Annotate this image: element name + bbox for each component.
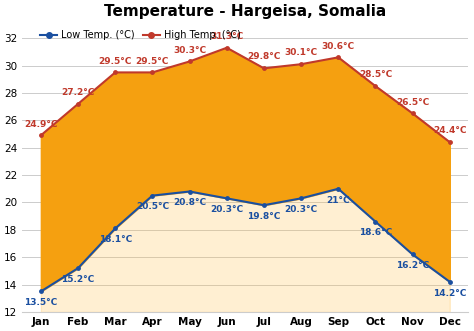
Text: 24.4°C: 24.4°C [433,126,466,135]
Text: 29.5°C: 29.5°C [136,57,169,66]
Text: 20.5°C: 20.5°C [136,203,169,212]
Legend: Low Temp. (°C), High Temp. (°C): Low Temp. (°C), High Temp. (°C) [36,26,245,44]
Text: 31.3°C: 31.3°C [210,32,243,41]
Text: 30.3°C: 30.3°C [173,46,206,55]
Text: 20.3°C: 20.3°C [284,205,318,214]
Text: 18.1°C: 18.1°C [99,235,132,244]
Text: 28.5°C: 28.5°C [359,70,392,79]
Text: 19.8°C: 19.8°C [247,212,281,221]
Text: 27.2°C: 27.2°C [61,88,95,97]
Text: 13.5°C: 13.5°C [24,298,57,307]
Text: 30.6°C: 30.6°C [322,41,355,51]
Text: 15.2°C: 15.2°C [62,275,95,284]
Text: 20.8°C: 20.8°C [173,198,206,207]
Text: 29.5°C: 29.5°C [99,57,132,66]
Text: 18.6°C: 18.6°C [359,228,392,237]
Title: Temperature - Hargeisa, Somalia: Temperature - Hargeisa, Somalia [104,4,386,19]
Text: 21°C: 21°C [327,196,350,205]
Text: 16.2°C: 16.2°C [396,261,429,270]
Text: 29.8°C: 29.8°C [247,52,281,62]
Text: 20.3°C: 20.3°C [210,205,243,214]
Text: 24.9°C: 24.9°C [24,119,58,128]
Text: 30.1°C: 30.1°C [284,48,318,57]
Text: 26.5°C: 26.5°C [396,98,429,107]
Text: 14.2°C: 14.2°C [433,289,466,298]
